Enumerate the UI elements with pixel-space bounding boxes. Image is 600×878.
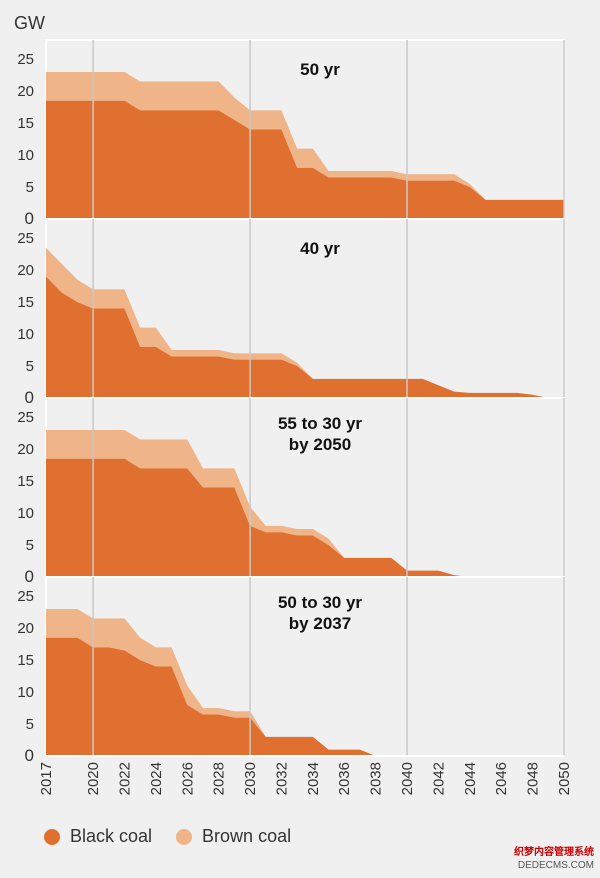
xtick-label: 2042 [430,762,447,795]
ytick-label: 0 [25,746,34,765]
ytick-label: 5 [26,537,34,554]
ytick-label: 10 [17,147,34,164]
legend-swatch-black-coal [44,828,60,845]
xtick-label: 2024 [148,762,165,795]
area-brown-coal [46,608,564,756]
ytick-label: 10 [17,684,34,701]
panel-1: 0 5 10 15 20 25 50 yr [17,39,565,228]
ytick-label: 5 [26,716,34,733]
ytick-label: 25 [17,51,34,68]
ytick-label: 20 [17,441,34,458]
area-brown-coal [46,71,564,200]
xtick-label: 2048 [525,762,542,795]
ytick-label: 0 [25,209,34,228]
ytick-label: 5 [26,358,34,375]
panel-title: by 2037 [289,614,351,633]
legend-label-brown-coal: Brown coal [202,826,292,846]
ytick-label: 20 [17,83,34,100]
xtick-label: 2036 [336,762,353,795]
xtick-label: 2046 [493,762,510,795]
panel-3: 0 5 10 15 20 25 55 to 30 yr by 2050 [17,397,565,586]
ytick-label: 25 [17,588,34,605]
legend-swatch-brown-coal [176,828,193,845]
panel-title: 50 to 30 yr [278,593,362,612]
ytick-label: 15 [17,294,34,311]
ytick-label: 15 [17,473,34,490]
watermark-line2: DEDECMS.COM [517,860,594,871]
panel-2: 0 5 10 15 20 25 40 yr [17,218,565,407]
ytick-label: 0 [25,567,34,586]
xtick-label: 2050 [556,762,573,795]
watermark: 织梦内容管理系统 DEDECMS.COM [514,846,594,872]
xtick-label: 2032 [273,762,290,795]
ytick-label: 25 [17,230,34,247]
area-black-coal [46,100,564,219]
xtick-label: 2040 [399,762,416,795]
xtick-label: 2044 [462,762,479,795]
panel-title: 40 yr [300,239,340,258]
area-brown-coal [46,429,564,577]
panel-4: 0 5 10 15 20 25 50 to 30 yr by 2037 [17,576,565,765]
ytick-label: 15 [17,115,34,132]
legend-label-black-coal: Black coal [70,826,153,846]
xtick-label: 2034 [305,762,322,795]
xtick-label: 2017 [38,762,55,795]
ytick-label: 10 [17,505,34,522]
area-black-coal [46,458,564,577]
watermark-line1: 织梦内容管理系统 [514,847,594,858]
ytick-label: 20 [17,620,34,637]
xtick-label: 2028 [211,762,228,795]
legend-item-brown-coal: Brown coal [176,826,291,847]
xtick-label: 2020 [85,762,102,795]
panel-title: 55 to 30 yr [278,414,362,433]
xtick-label: 2030 [242,762,259,795]
ytick-label: 25 [17,409,34,426]
legend-item-black-coal: Black coal [44,826,152,847]
ytick-label: 5 [26,179,34,196]
panel-title: 50 yr [300,60,340,79]
ytick-label: 10 [17,326,34,343]
area-black-coal [46,637,564,756]
xtick-label: 2026 [179,762,196,795]
ytick-label: 0 [25,388,34,407]
unit-label: GW [14,13,45,33]
x-axis: 2017 2020 2022 2024 2026 2028 2030 2032 2034 2036… [38,762,573,795]
ytick-label: 15 [17,652,34,669]
legend: Black coal Brown coal [44,826,315,847]
xtick-label: 2038 [368,762,385,795]
area-black-coal [46,276,564,398]
xtick-label: 2022 [116,762,133,795]
panel-title: by 2050 [289,435,351,454]
ytick-label: 20 [17,262,34,279]
